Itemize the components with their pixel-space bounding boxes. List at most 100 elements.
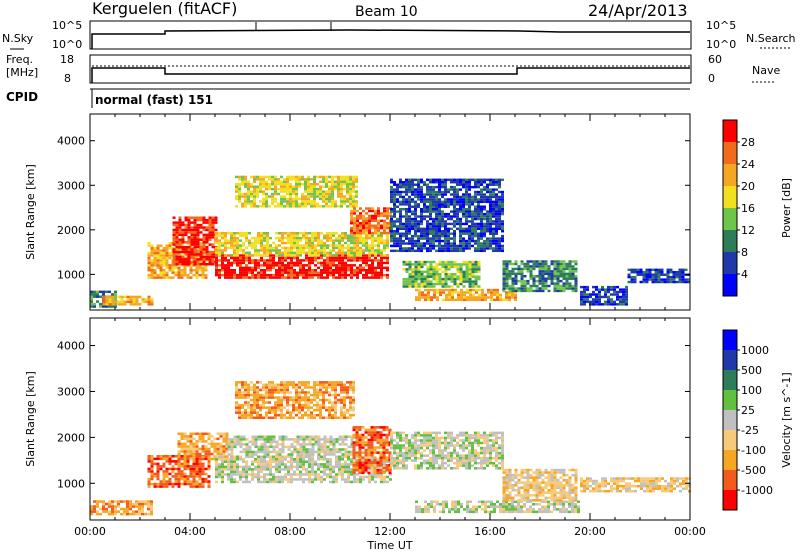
power-cell <box>453 206 456 208</box>
power-cell <box>459 184 462 186</box>
power-cell <box>254 239 257 241</box>
velocity-cell <box>178 475 181 478</box>
power-cell <box>414 203 417 205</box>
velocity-cell <box>273 436 276 439</box>
velocity-cell <box>184 478 187 481</box>
power-cell <box>350 237 353 239</box>
power-cell <box>640 274 643 276</box>
power-cell <box>408 242 411 244</box>
power-cell <box>560 275 563 277</box>
velocity-cell <box>151 468 154 471</box>
velocity-cell <box>323 466 326 469</box>
power-cell <box>287 242 290 244</box>
velocity-cell <box>282 441 285 444</box>
power-cell <box>625 298 628 300</box>
velocity-cell <box>221 473 224 476</box>
velocity-cell <box>193 453 196 456</box>
velocity-cell <box>148 458 151 461</box>
power-cell <box>411 193 414 195</box>
velocity-cell <box>138 503 141 506</box>
velocity-cell <box>184 468 187 471</box>
power-cell <box>583 298 586 300</box>
velocity-cell <box>290 468 293 471</box>
power-cell <box>224 242 227 244</box>
power-cell <box>284 272 287 274</box>
power-cell <box>374 210 377 212</box>
power-cell <box>305 235 308 237</box>
power-cell <box>435 186 438 188</box>
velocity-cell <box>335 463 338 466</box>
power-cell <box>424 289 427 291</box>
power-cell <box>399 220 402 222</box>
power-cell <box>284 264 287 266</box>
power-cell <box>338 237 341 239</box>
power-cell <box>274 200 277 202</box>
power-cell <box>433 261 436 263</box>
power-cell <box>613 291 616 293</box>
power-cell <box>323 237 326 239</box>
power-cell <box>197 241 200 243</box>
power-cell <box>480 228 483 230</box>
power-cell <box>215 239 218 241</box>
power-cell <box>439 261 442 263</box>
power-cell <box>362 244 365 246</box>
power-cell <box>254 254 257 256</box>
power-cell <box>281 239 284 241</box>
velocity-cell <box>223 453 226 456</box>
power-cell <box>447 228 450 230</box>
nsearch-label: N.Search <box>746 32 796 45</box>
power-colorbar-segment <box>723 208 737 230</box>
power-cell <box>179 241 182 243</box>
power-cell <box>356 229 359 231</box>
power-cell <box>426 193 429 195</box>
power-cell <box>341 259 344 261</box>
power-cell <box>450 186 453 188</box>
power-cell <box>539 290 542 292</box>
power-cell <box>253 188 256 190</box>
power-cell <box>188 253 191 255</box>
power-cell <box>311 262 314 264</box>
power-cell <box>188 239 191 241</box>
power-cell <box>386 222 389 224</box>
power-cell <box>326 272 329 274</box>
power-cell <box>362 237 365 239</box>
power-cell <box>166 262 169 264</box>
velocity-cell <box>264 443 267 446</box>
power-cell <box>197 217 200 219</box>
power-cell <box>426 225 429 227</box>
power-cell <box>283 198 286 200</box>
power-cell <box>563 285 566 287</box>
velocity-cell <box>284 468 287 471</box>
power-cell <box>247 181 250 183</box>
power-cell <box>450 181 453 183</box>
power-cell <box>380 262 383 264</box>
velocity-cell <box>305 471 308 474</box>
power-cell <box>290 269 293 271</box>
velocity-cell <box>154 483 157 486</box>
power-cell <box>304 186 307 188</box>
power-cell <box>251 276 254 278</box>
power-cell <box>380 252 383 254</box>
power-cell <box>465 242 468 244</box>
velocity-cell <box>138 505 141 508</box>
power-cell <box>396 198 399 200</box>
power-cell <box>426 186 429 188</box>
power-cell <box>179 256 182 258</box>
velocity-cell <box>242 468 245 471</box>
power-cell <box>682 278 685 280</box>
power-cell <box>148 262 151 264</box>
power-cell <box>429 186 432 188</box>
power-cell <box>371 237 374 239</box>
velocity-cell <box>218 476 221 479</box>
power-cell <box>350 242 353 244</box>
power-cell <box>472 273 475 275</box>
power-cell <box>509 263 512 265</box>
power-cell <box>530 273 533 275</box>
power-cell <box>103 303 106 305</box>
power-cell <box>151 272 154 274</box>
power-cell <box>290 264 293 266</box>
power-cell <box>595 296 598 298</box>
power-cell <box>405 237 408 239</box>
power-cell <box>99 296 102 298</box>
